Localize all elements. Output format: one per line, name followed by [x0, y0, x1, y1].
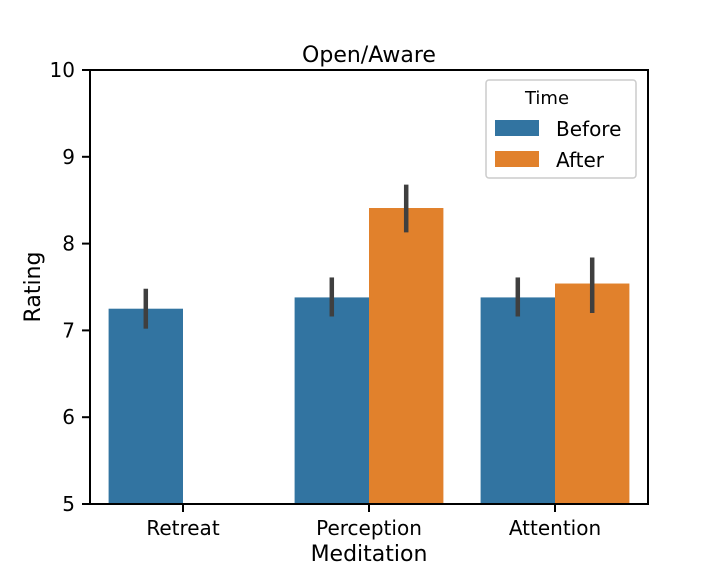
y-tick-label: 7 [62, 318, 75, 342]
y-tick-label: 8 [62, 232, 75, 256]
bars-layer [108, 208, 630, 504]
legend-items: Before After [495, 117, 621, 172]
bar-retreat-before [108, 308, 183, 504]
legend-swatch-before [495, 120, 539, 136]
x-tick-label: Retreat [146, 516, 219, 540]
y-tick-label: 5 [62, 492, 75, 516]
bar-perception-before [294, 297, 369, 504]
y-tick-label: 6 [62, 405, 75, 429]
errorbars-layer [143, 184, 595, 329]
y-axis-title: Rating [21, 252, 46, 323]
legend-swatch-after [495, 151, 539, 167]
axes-layer: 5 6 7 8 9 10 Retreat Perception Attention [50, 58, 649, 540]
x-tick-label: Perception [316, 516, 422, 540]
legend-label-after: After [556, 148, 605, 172]
legend-title: Time [524, 88, 569, 109]
bar-attention-after [555, 283, 630, 504]
x-tick-label: Attention [509, 516, 601, 540]
x-axis-title: Meditation [311, 542, 428, 567]
chart-title: Open/Aware [302, 43, 436, 68]
y-tick-label: 10 [50, 58, 75, 82]
legend: Time Before After [485, 79, 637, 179]
legend-label-before: Before [556, 117, 621, 141]
bar-attention-before [480, 297, 555, 504]
bar-perception-after [369, 208, 444, 504]
y-tick-label: 9 [62, 145, 75, 169]
